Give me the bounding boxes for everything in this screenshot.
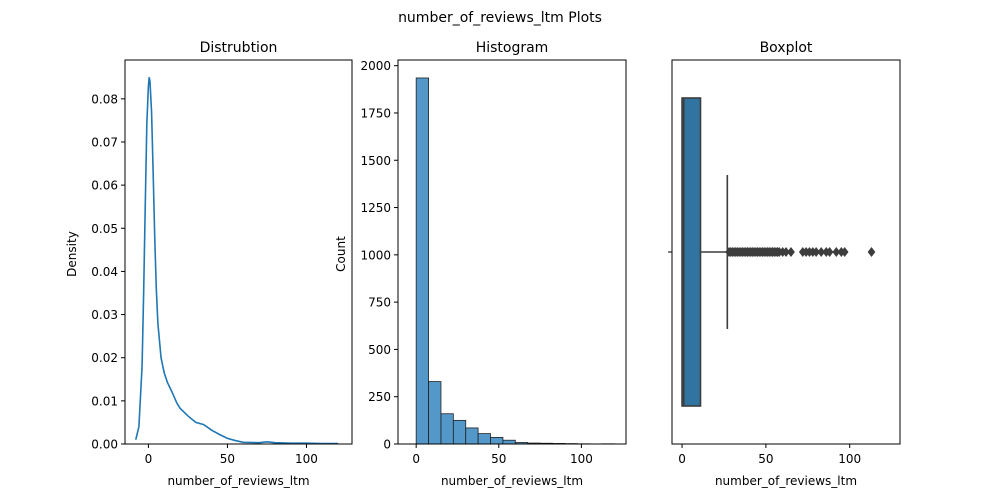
boxplot-title: Boxplot [760,40,813,56]
histogram-ytick-label: 2000 [360,59,391,73]
histogram-ytick-label: 750 [368,296,391,310]
distribution-xtick-label: 0 [145,452,153,466]
boxplot-outlier [787,246,795,258]
histogram-ytick-label: 1250 [360,201,391,215]
histogram-ytick-label: 1500 [360,154,391,168]
histogram-bar [477,433,491,445]
histogram-ytick-label: 1000 [360,248,391,262]
distribution-ytick-label: 0.07 [91,135,118,149]
histogram-ytick-label: 250 [368,390,391,404]
histogram-ytick-label: 500 [368,343,391,357]
boxplot-outlier [840,246,849,258]
boxplot-xtick-label: 0 [678,452,686,466]
distribution-ytick-label: 0.05 [91,222,118,236]
boxplot-outlier [867,246,876,258]
distribution-ytick-label: 0.01 [91,394,118,408]
histogram-ytick-label: 1750 [360,106,391,120]
histogram-ylabel: Count [334,236,348,272]
distribution-ytick-label: 0.08 [91,92,118,106]
distribution-title: Distrubtion [200,40,278,56]
histogram-frame [397,59,627,445]
histogram-bar [465,427,479,445]
histogram-xtick-label: 100 [570,452,593,466]
distribution-xtick-label: 100 [295,452,318,466]
histogram-title: Histogram [476,40,549,56]
figure-suptitle: number_of_reviews_ltm Plots [398,10,602,26]
histogram-bar [502,439,516,445]
distribution-ytick-label: 0.02 [91,351,118,365]
boxplot-box [681,97,702,407]
distribution-ylabel: Density [65,231,79,277]
boxplot-plot: Boxplot number_of_reviews_ltm 0 50 100 [668,40,901,488]
boxplot-xtick-label: 50 [758,452,773,466]
boxplot-outlier [825,246,834,258]
distribution-ytick-label: 0.00 [91,438,118,452]
boxplot-xtick-label: 100 [838,452,861,466]
distribution-ytick-label: 0.04 [91,265,118,279]
distribution-plot: Distrubtion number_of_reviews_ltm Densit… [65,40,353,488]
density-line [134,77,339,445]
histogram-bar [490,436,504,445]
distribution-ytick-label: 0.06 [91,179,118,193]
histogram-plot: Histogram number_of_reviews_ltm Count 0 5… [334,40,627,488]
histogram-bar [415,77,429,445]
histogram-xlabel: number_of_reviews_ltm [441,474,583,488]
distribution-ytick-label: 0.03 [91,308,118,322]
histogram-bar [440,413,454,445]
histogram-ytick-label: 0 [383,438,391,452]
distribution-frame [124,59,353,445]
histogram-bar [452,419,467,445]
histogram-xtick-label: 0 [412,452,420,466]
histogram-xtick-label: 50 [491,452,506,466]
distribution-xlabel: number_of_reviews_ltm [167,474,309,488]
boxplot-xlabel: number_of_reviews_ltm [715,474,857,488]
histogram-bar [428,381,442,445]
distribution-xtick-label: 50 [220,452,235,466]
